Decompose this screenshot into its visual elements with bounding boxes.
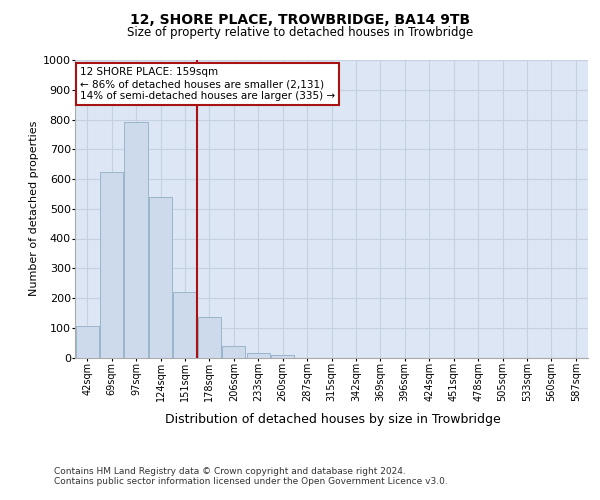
Bar	[173, 292, 197, 358]
Bar	[222, 346, 245, 358]
Bar	[124, 122, 148, 358]
Text: 12 SHORE PLACE: 159sqm
← 86% of detached houses are smaller (2,131)
14% of semi-: 12 SHORE PLACE: 159sqm ← 86% of detached…	[80, 68, 335, 100]
Bar	[271, 354, 294, 358]
Text: Contains HM Land Registry data © Crown copyright and database right 2024.: Contains HM Land Registry data © Crown c…	[54, 468, 406, 476]
Bar	[247, 353, 270, 358]
Text: 12, SHORE PLACE, TROWBRIDGE, BA14 9TB: 12, SHORE PLACE, TROWBRIDGE, BA14 9TB	[130, 12, 470, 26]
Y-axis label: Number of detached properties: Number of detached properties	[29, 121, 38, 296]
Bar	[149, 197, 172, 358]
Bar	[76, 326, 99, 358]
Bar	[198, 318, 221, 358]
Text: Contains public sector information licensed under the Open Government Licence v3: Contains public sector information licen…	[54, 478, 448, 486]
Text: Size of property relative to detached houses in Trowbridge: Size of property relative to detached ho…	[127, 26, 473, 39]
Text: Distribution of detached houses by size in Trowbridge: Distribution of detached houses by size …	[165, 412, 501, 426]
Bar	[100, 172, 123, 358]
